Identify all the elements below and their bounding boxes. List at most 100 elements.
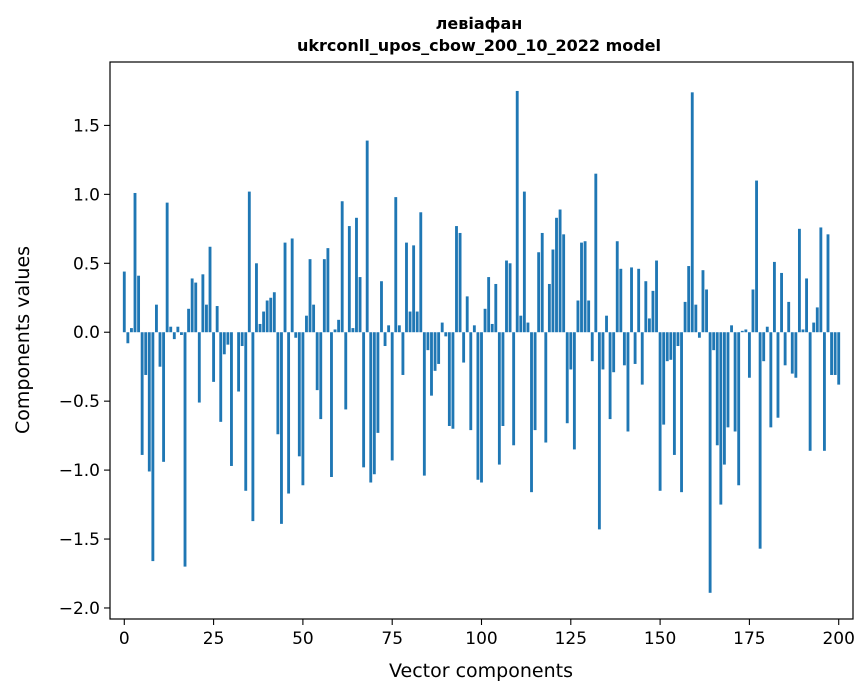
bar [708, 332, 712, 593]
y-tick-label: −2.0 [59, 599, 100, 619]
bar [833, 332, 837, 375]
bar [837, 332, 841, 385]
bar [597, 332, 601, 530]
bar [612, 332, 616, 373]
bar [226, 332, 230, 345]
bar [640, 332, 644, 385]
bar [490, 323, 494, 333]
bar [247, 191, 251, 333]
bar [301, 332, 305, 486]
bar [422, 332, 426, 476]
bar [269, 297, 273, 333]
bar [565, 332, 569, 424]
x-tick-label: 125 [555, 629, 587, 649]
bar [672, 332, 676, 455]
bar [751, 289, 755, 333]
bar [540, 232, 544, 333]
bar [458, 232, 462, 333]
bar [383, 332, 387, 347]
bar [319, 332, 323, 420]
bar [333, 329, 337, 333]
bar [380, 281, 383, 333]
bar [551, 249, 555, 333]
bar [719, 332, 723, 505]
x-axis-label: Vector components [389, 660, 573, 682]
x-tick-label: 75 [381, 629, 403, 649]
bar [605, 315, 608, 333]
bar [494, 283, 498, 333]
bar [515, 90, 519, 333]
bar [180, 332, 183, 335]
bar [140, 332, 144, 455]
bar [537, 252, 541, 333]
bar [344, 332, 348, 410]
bar [480, 332, 483, 483]
bar [340, 201, 344, 333]
bar [740, 330, 744, 333]
bar [262, 311, 266, 333]
bar [765, 326, 769, 333]
bar [790, 332, 794, 374]
bar [151, 332, 155, 562]
x-axis-ticks: 0 25 50 75 100 125 150 175 200 [119, 619, 855, 649]
bar [633, 332, 637, 364]
bar [169, 326, 173, 333]
bar [637, 268, 641, 333]
bar [251, 332, 255, 522]
bar [190, 278, 194, 333]
bar [322, 259, 326, 333]
x-tick-label: 150 [644, 629, 676, 649]
bar [508, 263, 512, 333]
y-tick-label: −1.5 [59, 530, 100, 550]
x-tick-label: 175 [733, 629, 765, 649]
bar [572, 332, 576, 450]
bar [465, 296, 469, 333]
bar [630, 267, 633, 333]
bar [787, 301, 791, 333]
bar [794, 332, 798, 378]
x-tick-label: 100 [465, 629, 497, 649]
bar [644, 281, 648, 333]
bar [240, 332, 244, 347]
bar [358, 277, 362, 333]
bar [297, 332, 301, 457]
bar [362, 332, 366, 468]
bar [819, 227, 823, 333]
bar [376, 332, 380, 433]
bar [287, 332, 291, 494]
bar [122, 271, 126, 333]
bar [476, 332, 480, 480]
bar [501, 332, 505, 426]
bar [440, 322, 444, 333]
bar [208, 246, 212, 333]
bar [419, 212, 423, 333]
bar [662, 332, 666, 425]
bar [533, 332, 537, 431]
bar [555, 217, 558, 333]
bar [797, 228, 801, 333]
bar [212, 332, 216, 382]
bar [544, 332, 548, 443]
bar [497, 332, 501, 465]
chart-title-line2: ukrconll_upos_cbow_200_10_2022 model [297, 36, 661, 55]
bar [822, 332, 826, 451]
bar [222, 332, 226, 355]
bar [576, 300, 580, 333]
chart-title-line1: левіафан [436, 14, 523, 33]
bar [276, 332, 280, 435]
bar [587, 300, 591, 333]
bar [608, 332, 612, 420]
y-tick-label: −1.0 [59, 461, 100, 481]
bar [522, 191, 526, 333]
bar [690, 92, 694, 333]
bar [144, 332, 148, 375]
bar [590, 332, 594, 362]
bar [372, 332, 376, 475]
bar [715, 332, 719, 446]
bar [162, 332, 166, 462]
bar [447, 332, 451, 426]
bar [562, 234, 566, 333]
bar [683, 301, 687, 333]
bar [619, 268, 623, 333]
